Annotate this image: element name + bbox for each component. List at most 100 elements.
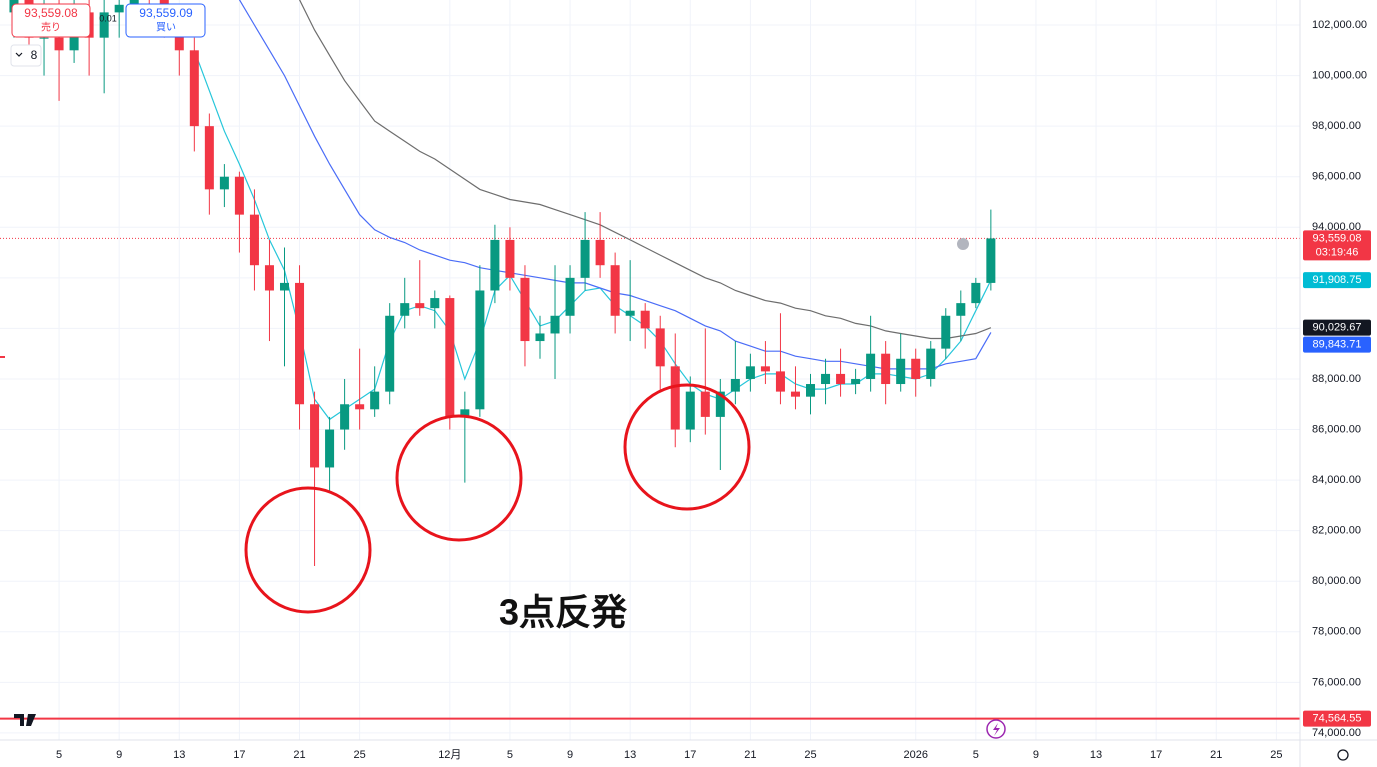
- candle-body: [670, 366, 680, 430]
- candle-body: [415, 303, 425, 309]
- candle-body: [866, 353, 876, 379]
- candle-body: [595, 239, 605, 266]
- candle-body: [926, 348, 936, 379]
- candle-body: [264, 265, 274, 291]
- candle-body: [760, 366, 770, 372]
- x-tick-label: 21: [293, 749, 305, 761]
- highlight-circle: [244, 486, 372, 614]
- grid: [0, 0, 1300, 740]
- candle-body: [189, 50, 199, 127]
- buy-price: 93,559.09: [139, 6, 193, 20]
- buy-label: 買い: [156, 22, 176, 34]
- candle-body: [851, 378, 861, 385]
- candle-body: [355, 404, 365, 410]
- candle-body: [911, 358, 921, 379]
- chevron: [15, 52, 23, 57]
- candle-body: [941, 315, 951, 349]
- candle-body: [174, 25, 184, 51]
- candle-body: [775, 371, 785, 392]
- candle-body: [249, 214, 259, 266]
- candle-body: [715, 391, 725, 417]
- x-tick-label: 17: [684, 749, 696, 761]
- sell-button[interactable]: [11, 3, 91, 38]
- candle-body: [385, 315, 395, 392]
- price-label: 89,843.71: [1313, 339, 1362, 351]
- settings-icon[interactable]: [1337, 749, 1349, 761]
- candle-body: [956, 303, 966, 316]
- price-label: 90,029.67: [1313, 322, 1362, 334]
- candle-body: [610, 265, 620, 316]
- countdown: 03:19:46: [1316, 246, 1359, 258]
- x-tick-label: 25: [804, 749, 816, 761]
- candle-body: [625, 310, 635, 316]
- price-label-box: [1303, 272, 1371, 289]
- event-marker[interactable]: [957, 238, 969, 250]
- y-tick-label: 82,000.00: [1312, 525, 1361, 537]
- ma-line: [298, 0, 992, 340]
- overlay: 3点反発: [0, 238, 1006, 739]
- candle-body: [971, 282, 981, 304]
- plot-area: [0, 0, 1300, 720]
- candle-body: [836, 373, 846, 385]
- x-tick-label: 25: [354, 749, 366, 761]
- quantity-box[interactable]: [10, 44, 42, 67]
- candle-body: [460, 409, 470, 417]
- x-tick-label: 12月: [438, 749, 461, 761]
- candle-body: [39, 37, 49, 39]
- x-tick-label: 13: [624, 749, 636, 761]
- candle-body: [986, 238, 996, 283]
- x-tick-label: 13: [1090, 749, 1102, 761]
- price-labels: 93,559.08 03:19:46 91,908.75 90,029.67 89,84…: [1303, 230, 1371, 727]
- y-tick-label: 100,000.00: [1312, 69, 1367, 81]
- x-tick-label: 2026: [903, 749, 927, 761]
- candle-body: [370, 391, 380, 410]
- candle-body: [730, 378, 740, 392]
- price-label: 91,908.75: [1313, 274, 1362, 286]
- candle-body: [445, 298, 455, 417]
- x-tick-label: 25: [1270, 749, 1282, 761]
- highlight-circle: [623, 383, 751, 511]
- order-panel: 93,559.08 売り 0.01 93,559.09 買い 8: [10, 3, 206, 67]
- y-tick-label: 86,000.00: [1312, 423, 1361, 435]
- candle-body: [400, 303, 410, 316]
- x-tick-label: 9: [116, 749, 122, 761]
- highlight-circle: [395, 414, 523, 542]
- y-tick-label: 74,000.00: [1312, 727, 1361, 739]
- logo: [14, 714, 36, 726]
- y-tick-label: 98,000.00: [1312, 120, 1361, 132]
- sell-label: 売り: [41, 21, 61, 34]
- candle-body: [700, 391, 710, 417]
- candle-body: [279, 282, 290, 291]
- x-tick-label: 17: [233, 749, 245, 761]
- y-tick-label: 94,000.00: [1312, 221, 1361, 233]
- candle-body: [550, 315, 560, 334]
- price-label-box: [1303, 319, 1371, 336]
- sell-price: 93,559.08: [24, 6, 78, 20]
- candle-body: [114, 4, 124, 13]
- x-tick-label: 21: [1210, 749, 1222, 761]
- candle-body: [310, 404, 320, 468]
- x-tick-label: 13: [173, 749, 185, 761]
- candle-body: [881, 353, 891, 385]
- candle-body: [640, 310, 650, 329]
- x-tick-label: 5: [507, 749, 513, 761]
- price-label-box: [1303, 710, 1371, 727]
- price-label-box: [1303, 336, 1371, 353]
- candle-body: [204, 126, 214, 190]
- buy-button[interactable]: [125, 3, 206, 38]
- candle-body: [745, 366, 755, 379]
- candle-body: [340, 404, 350, 430]
- candle-body: [295, 282, 305, 405]
- candle-body: [325, 429, 335, 468]
- candle-body: [580, 239, 590, 278]
- candle-body: [505, 239, 515, 278]
- candle-body: [821, 373, 831, 385]
- y-tick-label: 76,000.00: [1312, 676, 1361, 688]
- quantity: 8: [31, 48, 38, 62]
- spread: 0.01: [99, 13, 117, 23]
- candle-body: [790, 391, 800, 397]
- candle-body: [896, 358, 906, 385]
